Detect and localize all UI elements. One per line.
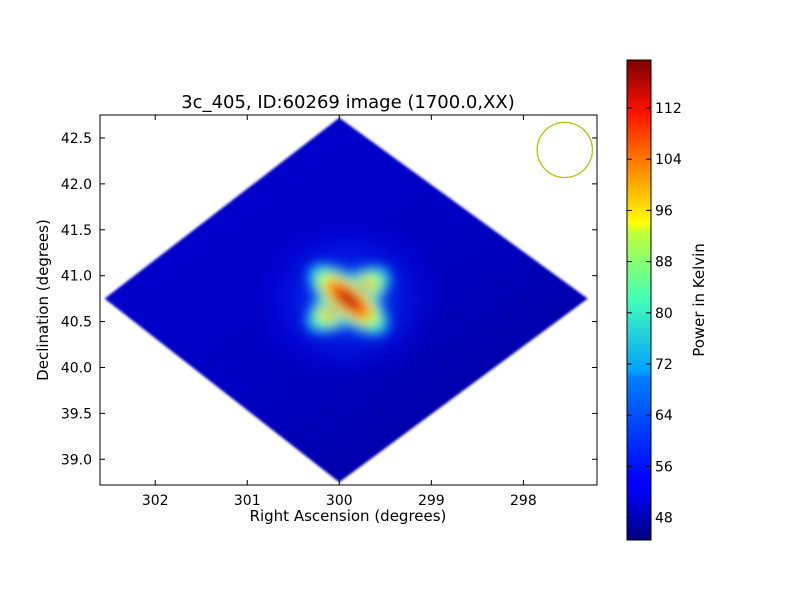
chart-title: 3c_405, ID:60269 image (1700.0,XX) bbox=[181, 92, 515, 113]
beam-circle bbox=[536, 121, 594, 179]
x-tick-label: 299 bbox=[418, 493, 445, 509]
y-tick-label: 39.5 bbox=[61, 406, 92, 422]
y-tick-label: 40.5 bbox=[61, 315, 92, 331]
y-axis: 39.0 39.5 40.0 40.5 41.0 41.5 42.0 42.5 bbox=[61, 131, 597, 468]
colorbar-tick-label: 72 bbox=[655, 357, 673, 373]
x-tick-label: 300 bbox=[326, 493, 353, 509]
colorbar-label: Power in Kelvin bbox=[690, 243, 708, 357]
colorbar-tick-label: 80 bbox=[655, 306, 673, 322]
plot-frame bbox=[99, 114, 598, 486]
colorbar-tick-label: 48 bbox=[655, 511, 673, 527]
y-tick-label: 42.5 bbox=[61, 131, 92, 147]
x-axis: 302 301 300 299 298 bbox=[142, 115, 537, 509]
x-tick-label: 298 bbox=[510, 493, 537, 509]
source-core bbox=[304, 262, 393, 337]
colorbar-tick-label: 56 bbox=[655, 459, 673, 475]
colorbar-tick-label: 96 bbox=[655, 203, 673, 219]
y-tick-label: 39.0 bbox=[61, 452, 92, 468]
y-tick-label: 41.5 bbox=[61, 223, 92, 239]
colorbar bbox=[626, 59, 652, 541]
colorbar-tick-label: 88 bbox=[655, 255, 673, 271]
y-tick-label: 42.0 bbox=[61, 177, 92, 193]
x-tick-label: 301 bbox=[234, 493, 261, 509]
y-tick-label: 40.0 bbox=[61, 360, 92, 376]
colorbar-tick-label: 104 bbox=[655, 152, 682, 168]
colorbar-axis: 48 56 64 72 80 88 96 104 112 bbox=[627, 101, 682, 527]
colorbar-tick-label: 112 bbox=[655, 101, 682, 117]
y-axis-label: Declination (degrees) bbox=[34, 219, 52, 381]
x-tick-label: 302 bbox=[142, 493, 169, 509]
colorbar-tick-label: 64 bbox=[655, 408, 673, 424]
y-tick-label: 41.0 bbox=[61, 269, 92, 285]
heatmap-image bbox=[104, 117, 588, 483]
x-axis-label: Right Ascension (degrees) bbox=[250, 507, 447, 525]
